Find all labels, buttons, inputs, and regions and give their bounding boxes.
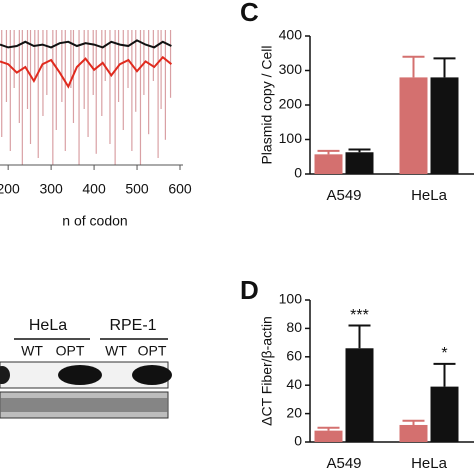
bar — [430, 77, 459, 174]
x-tick-label: 200 — [0, 181, 20, 197]
panel-label: D — [240, 275, 259, 305]
error-bar — [348, 148, 371, 153]
error-bar — [402, 419, 425, 425]
band — [0, 398, 168, 412]
panel-label: C — [240, 0, 259, 27]
error-bar — [317, 426, 340, 431]
x-tick-label: A549 — [326, 187, 361, 204]
y-tick-label: 0 — [294, 165, 302, 181]
x-tick-label: 600 — [168, 181, 192, 197]
line — [0, 55, 173, 89]
annotation: *** — [350, 307, 369, 324]
bar — [345, 348, 374, 442]
x-axis-label: n of codon — [62, 213, 127, 229]
x-tick-label: HeLa — [411, 187, 448, 204]
y-tick-label: 40 — [286, 376, 302, 392]
y-tick-label: 300 — [279, 61, 303, 77]
line — [0, 39, 172, 49]
x-tick-label: 500 — [125, 181, 149, 197]
blot-lane: OPT — [138, 343, 167, 359]
bar — [399, 77, 428, 174]
bar — [345, 152, 374, 174]
y-tick-label: 0 — [294, 433, 302, 449]
y-tick-label: 100 — [279, 130, 303, 146]
annotation: * — [441, 345, 447, 362]
error-bar — [348, 324, 371, 349]
y-tick-label: 80 — [286, 319, 302, 335]
band — [0, 366, 10, 384]
x-tick-label: HeLa — [411, 455, 448, 472]
y-tick-label: 100 — [279, 291, 303, 307]
x-tick-label: 300 — [39, 181, 63, 197]
bar — [399, 424, 428, 442]
band — [132, 365, 172, 385]
blot-group: HeLa — [29, 317, 67, 334]
bar — [314, 430, 343, 442]
y-tick-label: 20 — [286, 404, 302, 420]
blot-lane: WT — [21, 343, 43, 359]
bar — [314, 154, 343, 174]
error-bar — [402, 55, 425, 78]
y-axis-label: Plasmid copy / Cell — [259, 45, 275, 164]
error-bar — [433, 57, 456, 78]
x-tick-label: 400 — [82, 181, 106, 197]
y-axis-label: ΔCT Fiber/β-actin — [259, 316, 275, 426]
blot-lane: WT — [105, 343, 127, 359]
error-bar — [433, 362, 456, 387]
blot-group: RPE-1 — [109, 317, 156, 334]
error-bar — [317, 149, 340, 155]
band — [58, 365, 102, 385]
y-tick-label: 200 — [279, 96, 303, 112]
x-tick-label: A549 — [326, 455, 361, 472]
y-tick-label: 400 — [279, 27, 303, 43]
blot-lane: OPT — [56, 343, 85, 359]
bar — [430, 386, 459, 442]
y-tick-label: 60 — [286, 348, 302, 364]
